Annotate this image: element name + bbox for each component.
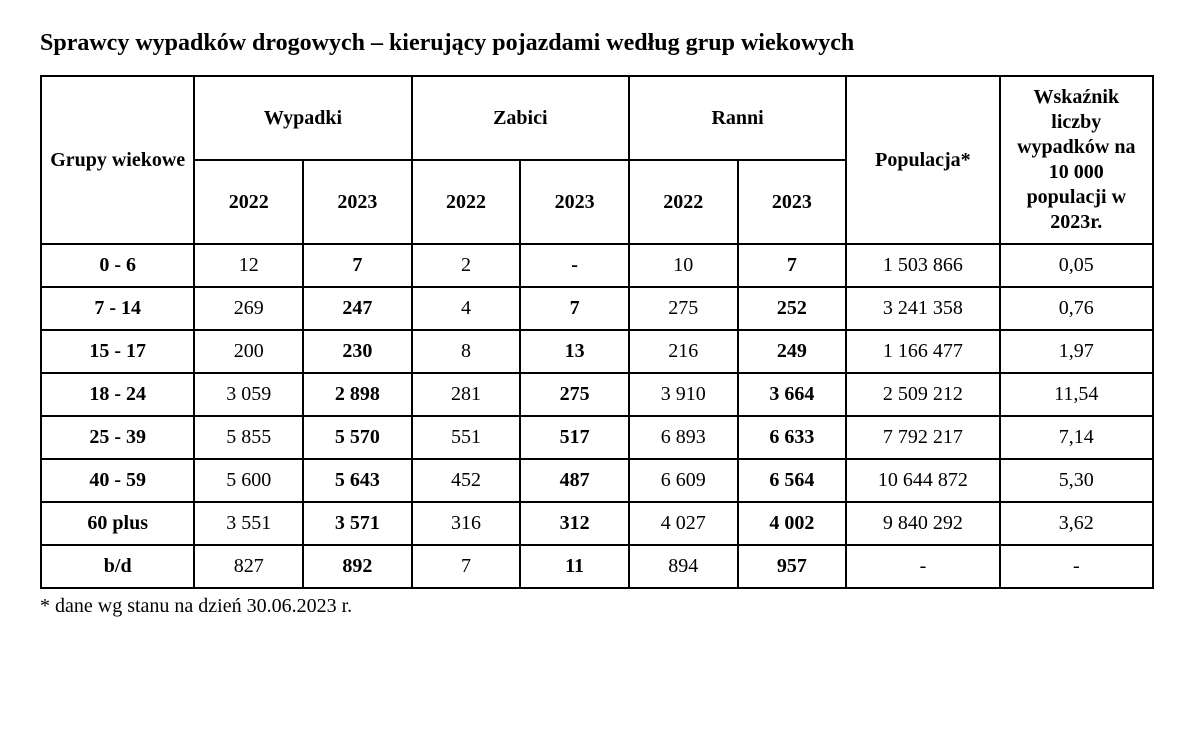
table-row: 25 - 395 8555 5705515176 8936 6337 792 2… — [41, 416, 1153, 459]
cell-index: 1,97 — [1000, 330, 1153, 373]
cell-index: 0,05 — [1000, 244, 1153, 287]
header-inj-2022: 2022 — [629, 160, 738, 244]
page-title: Sprawcy wypadków drogowych – kierujący p… — [40, 30, 1154, 57]
cell-killed-2023: 7 — [520, 287, 629, 330]
cell-killed-2022: 8 — [412, 330, 521, 373]
cell-injured-2023: 4 002 — [738, 502, 847, 545]
cell-injured-2023: 6 564 — [738, 459, 847, 502]
cell-accidents-2022: 827 — [194, 545, 303, 588]
table-header-row-1: Grupy wiekowe Wypadki Zabici Ranni Popul… — [41, 76, 1153, 160]
cell-accidents-2022: 12 — [194, 244, 303, 287]
cell-accidents-2023: 247 — [303, 287, 412, 330]
cell-accidents-2022: 200 — [194, 330, 303, 373]
cell-killed-2023: 312 — [520, 502, 629, 545]
cell-accidents-2022: 5 600 — [194, 459, 303, 502]
cell-injured-2023: 957 — [738, 545, 847, 588]
cell-killed-2023: 11 — [520, 545, 629, 588]
cell-population: 1 166 477 — [846, 330, 999, 373]
header-kill-2022: 2022 — [412, 160, 521, 244]
cell-killed-2023: 487 — [520, 459, 629, 502]
cell-injured-2023: 7 — [738, 244, 847, 287]
cell-killed-2022: 316 — [412, 502, 521, 545]
cell-group: 15 - 17 — [41, 330, 194, 373]
cell-group: 25 - 39 — [41, 416, 194, 459]
table-row: 7 - 14269247472752523 241 3580,76 — [41, 287, 1153, 330]
cell-accidents-2022: 5 855 — [194, 416, 303, 459]
cell-killed-2022: 2 — [412, 244, 521, 287]
cell-population: 10 644 872 — [846, 459, 999, 502]
cell-index: 5,30 — [1000, 459, 1153, 502]
cell-accidents-2022: 3 059 — [194, 373, 303, 416]
table-row: b/d827892711894957-- — [41, 545, 1153, 588]
header-acc-2023: 2023 — [303, 160, 412, 244]
cell-injured-2022: 275 — [629, 287, 738, 330]
cell-population: 1 503 866 — [846, 244, 999, 287]
cell-killed-2022: 452 — [412, 459, 521, 502]
header-injured: Ranni — [629, 76, 846, 160]
table-row: 15 - 172002308132162491 166 4771,97 — [41, 330, 1153, 373]
cell-group: 18 - 24 — [41, 373, 194, 416]
cell-injured-2022: 6 609 — [629, 459, 738, 502]
cell-population: 2 509 212 — [846, 373, 999, 416]
cell-killed-2022: 281 — [412, 373, 521, 416]
cell-killed-2023: - — [520, 244, 629, 287]
cell-accidents-2023: 892 — [303, 545, 412, 588]
cell-accidents-2022: 269 — [194, 287, 303, 330]
table-row: 0 - 61272-1071 503 8660,05 — [41, 244, 1153, 287]
cell-killed-2022: 7 — [412, 545, 521, 588]
table-row: 60 plus3 5513 5713163124 0274 0029 840 2… — [41, 502, 1153, 545]
cell-accidents-2023: 7 — [303, 244, 412, 287]
cell-population: - — [846, 545, 999, 588]
cell-killed-2023: 275 — [520, 373, 629, 416]
cell-index: 3,62 — [1000, 502, 1153, 545]
cell-injured-2022: 894 — [629, 545, 738, 588]
footnote: * dane wg stanu na dzień 30.06.2023 r. — [40, 595, 1154, 618]
header-group: Grupy wiekowe — [41, 76, 194, 244]
cell-accidents-2022: 3 551 — [194, 502, 303, 545]
cell-population: 9 840 292 — [846, 502, 999, 545]
cell-killed-2022: 4 — [412, 287, 521, 330]
header-population: Populacja* — [846, 76, 999, 244]
cell-index: 11,54 — [1000, 373, 1153, 416]
table-row: 40 - 595 6005 6434524876 6096 56410 644 … — [41, 459, 1153, 502]
cell-injured-2023: 6 633 — [738, 416, 847, 459]
cell-index: - — [1000, 545, 1153, 588]
cell-injured-2022: 216 — [629, 330, 738, 373]
cell-injured-2023: 252 — [738, 287, 847, 330]
cell-group: 60 plus — [41, 502, 194, 545]
data-table: Grupy wiekowe Wypadki Zabici Ranni Popul… — [40, 75, 1154, 589]
cell-injured-2022: 3 910 — [629, 373, 738, 416]
header-inj-2023: 2023 — [738, 160, 847, 244]
cell-index: 7,14 — [1000, 416, 1153, 459]
header-index: Wskaźnik liczby wypadków na 10 000 popul… — [1000, 76, 1153, 244]
table-row: 18 - 243 0592 8982812753 9103 6642 509 2… — [41, 373, 1153, 416]
cell-group: 7 - 14 — [41, 287, 194, 330]
cell-population: 3 241 358 — [846, 287, 999, 330]
header-kill-2023: 2023 — [520, 160, 629, 244]
cell-group: 0 - 6 — [41, 244, 194, 287]
cell-injured-2022: 6 893 — [629, 416, 738, 459]
cell-group: 40 - 59 — [41, 459, 194, 502]
cell-injured-2022: 4 027 — [629, 502, 738, 545]
header-acc-2022: 2022 — [194, 160, 303, 244]
cell-group: b/d — [41, 545, 194, 588]
cell-killed-2023: 13 — [520, 330, 629, 373]
table-body: 0 - 61272-1071 503 8660,057 - 1426924747… — [41, 244, 1153, 588]
cell-injured-2023: 249 — [738, 330, 847, 373]
cell-index: 0,76 — [1000, 287, 1153, 330]
cell-killed-2022: 551 — [412, 416, 521, 459]
header-accidents: Wypadki — [194, 76, 411, 160]
cell-accidents-2023: 5 570 — [303, 416, 412, 459]
cell-accidents-2023: 3 571 — [303, 502, 412, 545]
cell-injured-2023: 3 664 — [738, 373, 847, 416]
cell-accidents-2023: 2 898 — [303, 373, 412, 416]
cell-injured-2022: 10 — [629, 244, 738, 287]
cell-accidents-2023: 5 643 — [303, 459, 412, 502]
header-killed: Zabici — [412, 76, 629, 160]
cell-accidents-2023: 230 — [303, 330, 412, 373]
cell-population: 7 792 217 — [846, 416, 999, 459]
cell-killed-2023: 517 — [520, 416, 629, 459]
